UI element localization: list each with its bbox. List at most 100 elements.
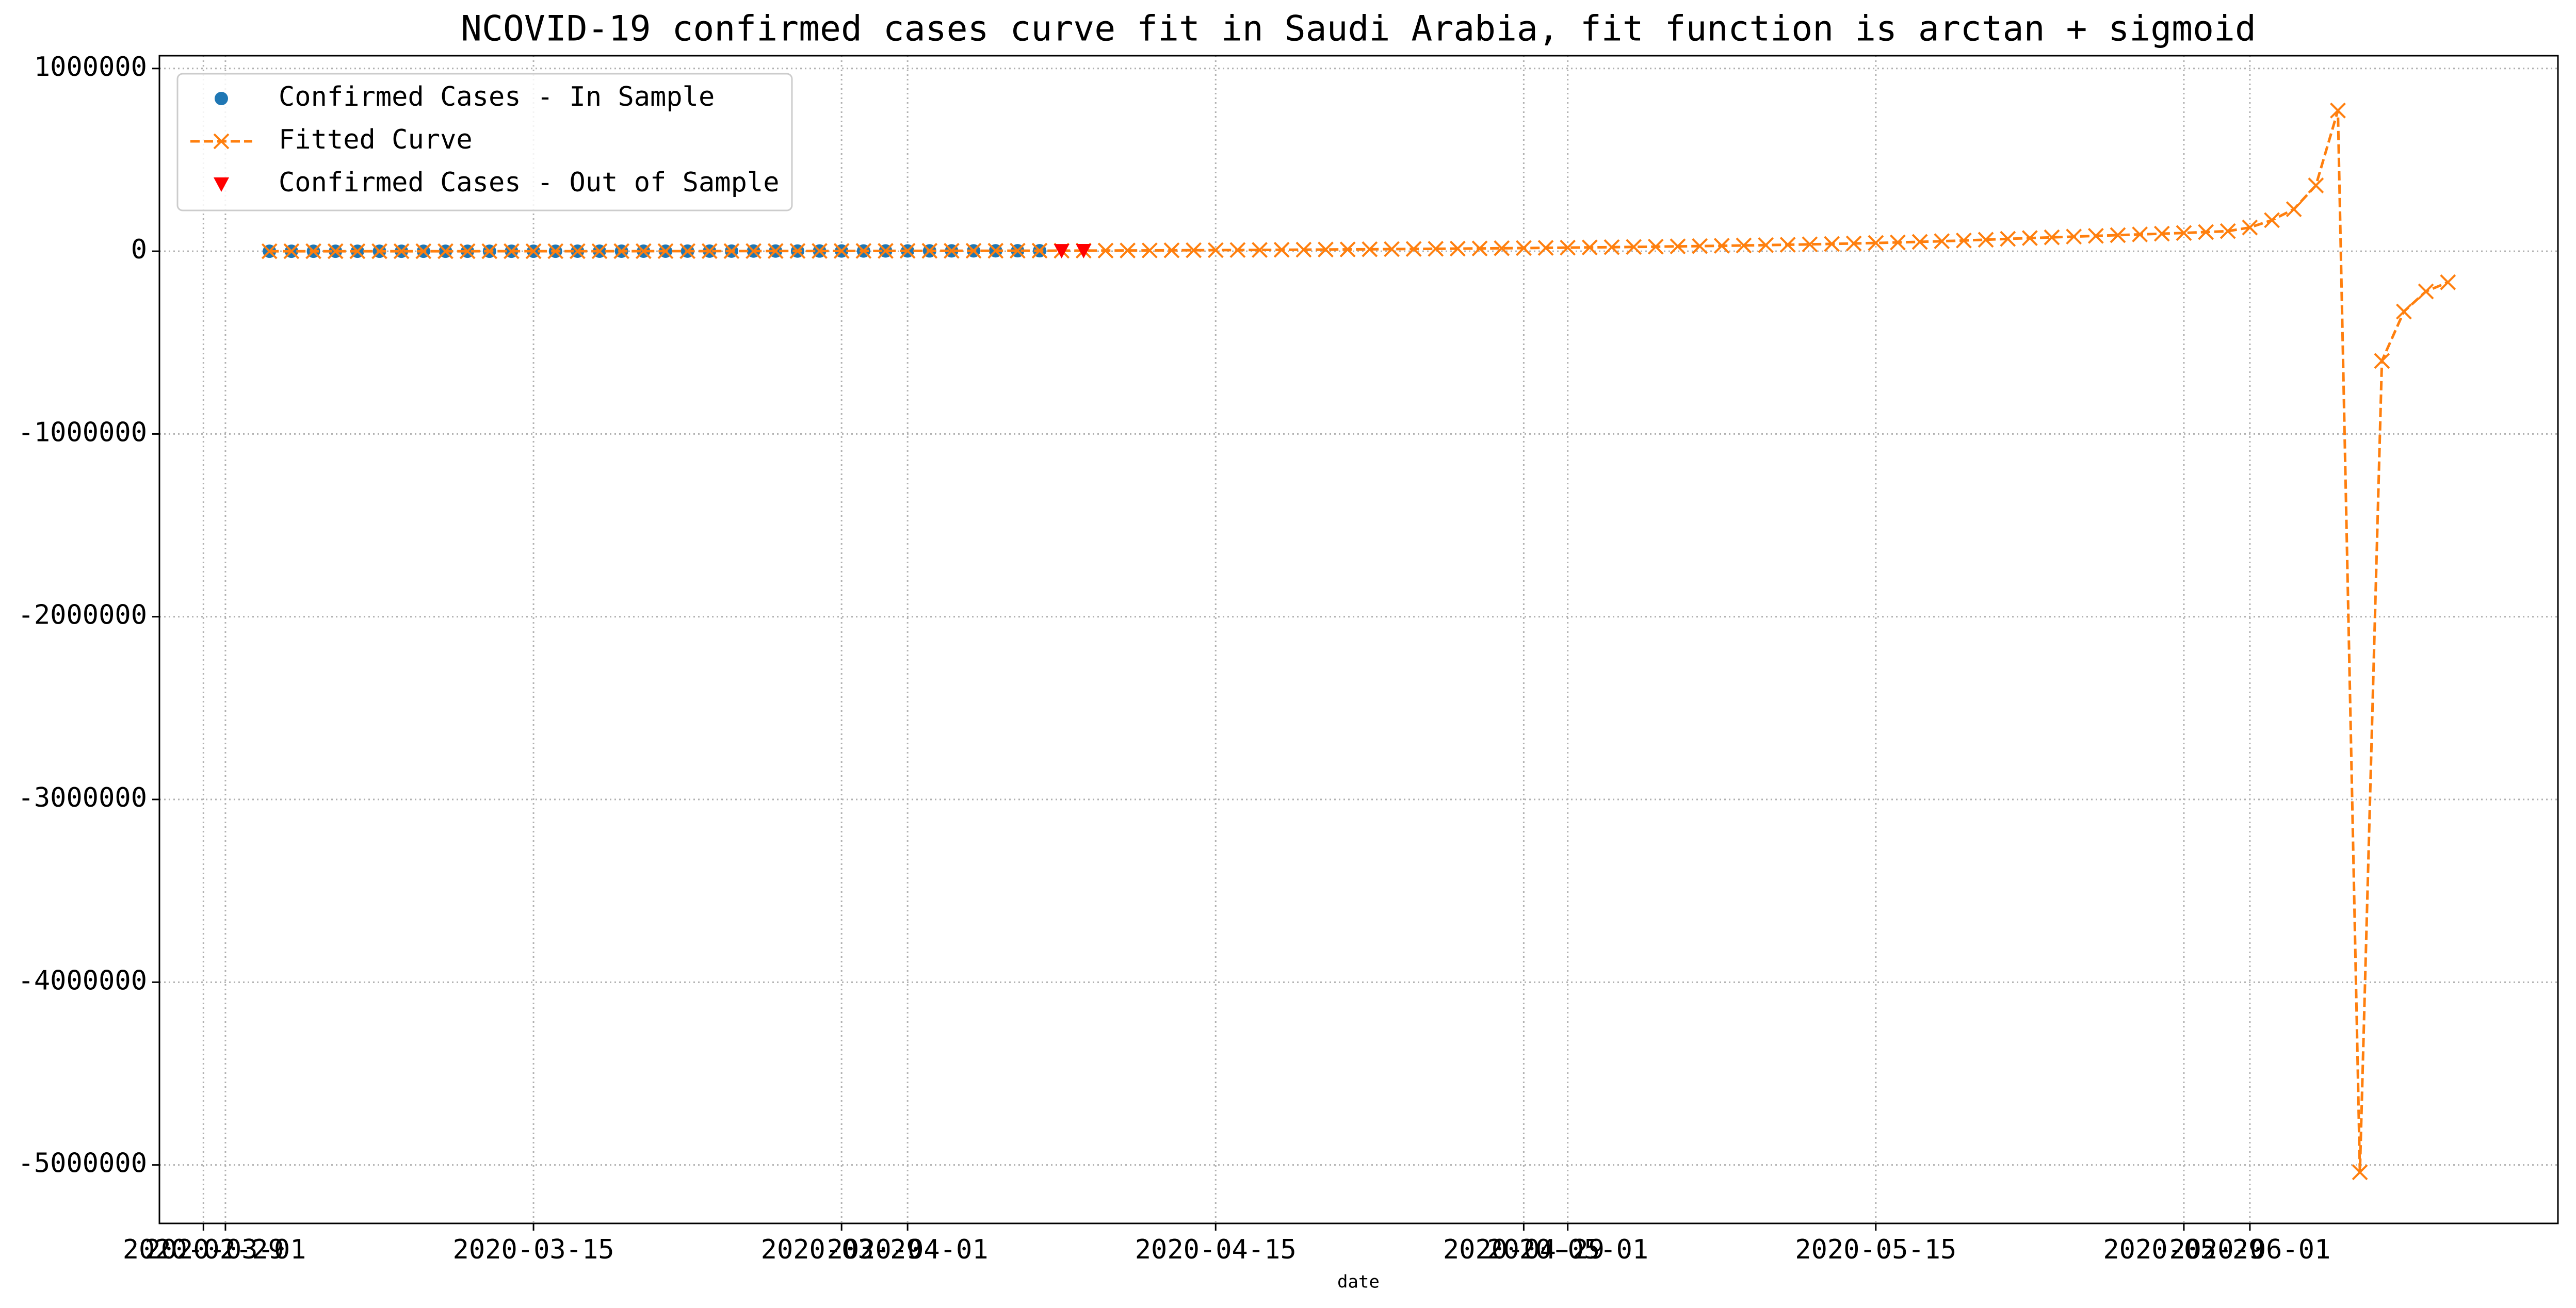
data-point [1978,232,1994,248]
data-point [2242,219,2258,236]
data-point [2132,226,2148,242]
data-point [1405,241,1422,257]
data-point [2286,201,2302,218]
data-point [767,243,784,259]
data-point [723,243,740,259]
data-point [2264,212,2280,228]
data-point [1713,238,1730,254]
data-point [1076,243,1092,258]
data-point [613,243,630,259]
y-tick-label: -3000000 [18,782,147,813]
data-point [1626,239,1642,255]
data-point [2000,231,2016,247]
data-point [1450,240,1466,257]
legend-marker [215,92,228,105]
data-point [283,243,300,259]
data-point [1494,240,1510,256]
data-point [1824,236,1840,252]
legend: Confirmed Cases - In Sample Fitted Curve C… [176,73,793,211]
legend-label: Fitted Curve [279,124,473,155]
data-point [1736,237,1752,254]
data-point [1560,239,1576,256]
data-point [1097,242,1114,259]
data-point [1845,235,1862,252]
x-tick-label: 2020-02-29 [123,1234,284,1265]
data-point [2308,177,2324,193]
data-point [2087,227,2104,244]
data-point [2198,224,2214,240]
data-point [944,242,960,259]
data-point [2330,102,2346,119]
data-point [1471,240,1488,257]
data-point [1339,241,1356,257]
data-point [393,243,410,259]
legend-marker [213,133,230,150]
data-point [1670,238,1686,255]
data-point [547,243,564,259]
data-point [261,243,278,259]
data-point [1384,241,1400,257]
data-point [833,243,850,259]
legend-marker [214,177,229,192]
data-point [2110,227,2126,243]
x-tick-label: 2020-03-29 [761,1234,922,1265]
data-point [1581,239,1598,256]
x-tick-label: 2020-03-01 [144,1234,306,1265]
data-point [1647,238,1664,255]
x-tick-label: 2020-04-29 [1443,1234,1605,1265]
data-point [591,243,608,259]
data-point [746,243,762,259]
y-tick-label: 1000000 [34,52,147,83]
data-point [1911,234,1928,250]
data-point [1054,244,1070,259]
data-point [1229,242,1246,258]
data-point [2044,229,2060,246]
data-point [1758,237,1774,253]
y-tick-label: 0 [131,234,147,265]
y-tick-label: -4000000 [18,965,147,996]
data-point [1955,232,1972,249]
x-tick-label: 2020-05-15 [1795,1234,1956,1265]
x-tick-label: 2020-04-15 [1135,1234,1297,1265]
data-point [1890,234,1906,251]
data-point [1273,241,1290,258]
x-tick-label: 2020-05-29 [2103,1234,2264,1265]
y-tick-label: -5000000 [18,1148,147,1179]
data-point [371,243,387,259]
data-point [2153,225,2170,242]
data-point [2374,353,2390,369]
data-point [305,243,321,259]
data-point [965,242,982,259]
data-point [1031,242,1048,259]
data-point [2219,223,2236,239]
data-point [635,243,652,259]
data-point [1934,233,1950,250]
data-point [1515,240,1532,256]
data-point [1779,237,1796,253]
legend-label: Confirmed Cases - In Sample [279,81,715,112]
data-point [1141,242,1158,258]
data-point [459,243,476,259]
data-point [2396,303,2412,320]
data-point [679,243,696,259]
data-point [2440,274,2456,290]
y-tick-label: -2000000 [18,600,147,631]
data-point [2066,228,2082,245]
data-point [2418,283,2434,300]
data-point [1163,242,1180,258]
data-point [1252,242,1268,258]
data-point [1186,242,1202,258]
data-point [415,243,432,259]
data-point [569,243,586,259]
data-point [701,243,718,259]
legend-box [176,73,793,211]
x-tick-label: 2020-03-15 [453,1234,614,1265]
fitted-line [269,110,2449,1172]
data-point [2176,225,2192,241]
data-point [855,243,872,259]
x-tick-label: 2020-05-01 [1487,1234,1648,1265]
data-point [1868,235,1884,251]
data-point [921,242,938,259]
data-point [481,243,498,259]
